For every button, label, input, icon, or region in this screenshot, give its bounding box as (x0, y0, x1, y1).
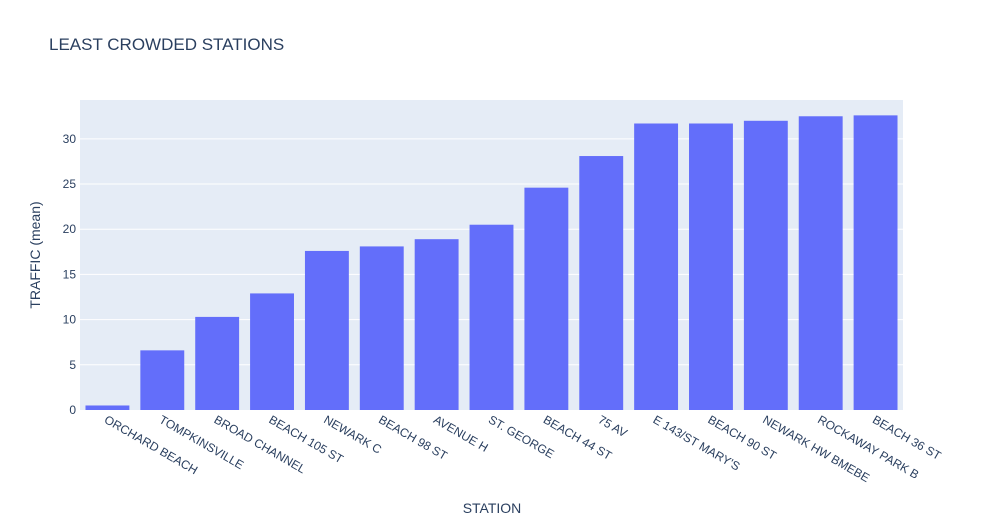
y-axis-ticks: 0 5 10 15 20 25 30 (63, 132, 77, 417)
y-tick-label: 5 (69, 358, 76, 372)
x-axis-title: STATION (463, 500, 522, 516)
y-tick-label: 10 (63, 313, 77, 327)
bar (579, 156, 624, 410)
bar (469, 224, 514, 410)
x-tick-label: BROAD CHANNEL (212, 412, 309, 476)
y-axis-title: TRAFFIC (mean) (27, 201, 43, 308)
bar (798, 116, 843, 410)
bar (304, 250, 349, 410)
x-tick-label: 75 AV (596, 412, 630, 440)
y-tick-label: 0 (69, 403, 76, 417)
bar (634, 123, 679, 411)
bar (524, 187, 569, 410)
bar (414, 239, 459, 410)
bar (853, 115, 898, 410)
bar (743, 120, 788, 410)
bars (85, 115, 898, 411)
x-tick-label: ORCHARD BEACH (102, 412, 200, 477)
bar (689, 123, 733, 411)
chart-title: LEAST CROWDED STATIONS (49, 35, 284, 54)
bar (195, 316, 240, 410)
y-tick-label: 30 (63, 132, 77, 146)
y-tick-label: 15 (63, 267, 77, 281)
bar (359, 246, 404, 410)
y-tick-label: 25 (63, 177, 77, 191)
bar (250, 293, 294, 410)
y-tick-label: 20 (63, 222, 77, 236)
bar (85, 405, 130, 410)
bar (140, 350, 185, 410)
